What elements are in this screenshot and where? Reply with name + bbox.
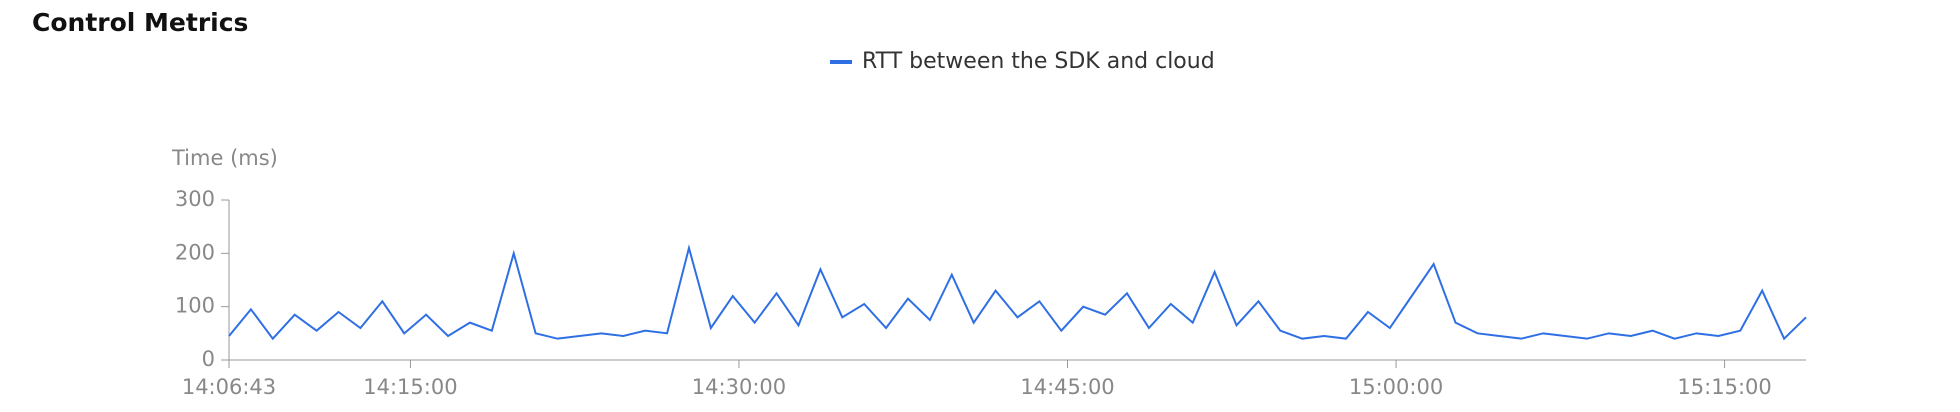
panel-title: Control Metrics	[32, 8, 248, 37]
y-tick-label: 100	[175, 294, 215, 318]
x-tick-label: 14:15:00	[363, 375, 457, 399]
y-tick-label: 300	[175, 187, 215, 211]
x-tick-label: 14:30:00	[692, 375, 786, 399]
x-tick-label: 15:00:00	[1349, 375, 1443, 399]
y-tick-label: 0	[202, 347, 215, 371]
x-tick-label: 14:45:00	[1020, 375, 1114, 399]
x-tick-label: 15:15:00	[1677, 375, 1771, 399]
legend-label: RTT between the SDK and cloud	[862, 49, 1215, 74]
series-line	[228, 244, 1807, 341]
y-tick-label: 200	[175, 240, 215, 264]
x-tick-label: 14:06:43	[182, 375, 276, 399]
y-axis-label: Time (ms)	[171, 146, 278, 170]
